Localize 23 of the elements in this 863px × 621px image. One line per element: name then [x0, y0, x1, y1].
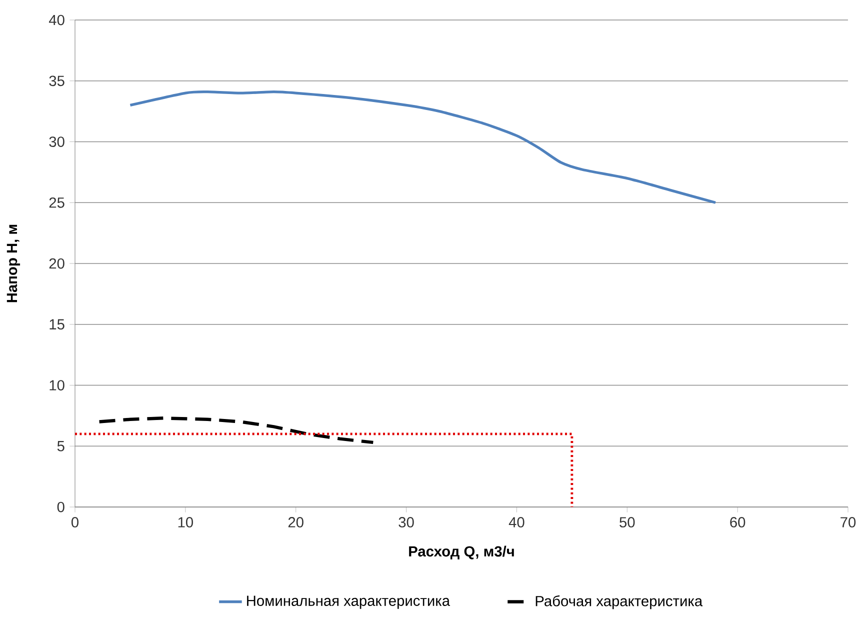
y-tick-label: 30 [49, 136, 64, 147]
x-tick-label: 50 [620, 517, 635, 528]
x-tick-label: 60 [730, 517, 746, 528]
y-tick-label: 25 [49, 197, 64, 208]
y-tick-label: 15 [50, 319, 64, 330]
legend-label: Номинальная характеристика [247, 596, 450, 609]
line-series [98, 416, 375, 444]
y-tick-label: 35 [49, 76, 64, 86]
y-tick-label: 10 [50, 380, 64, 390]
y-tick-label: 0 [57, 502, 64, 512]
x-tick-label: 40 [508, 517, 524, 528]
y-tick-label: 40 [48, 14, 64, 26]
x-tick-label: 10 [178, 517, 193, 528]
x-tick-label: 20 [288, 517, 304, 528]
x-tick-label: 0 [71, 517, 78, 528]
y-axis-title: Напор Н, м [6, 224, 20, 302]
line-series [128, 90, 717, 204]
x-axis-title: Расход Q, м3/ч [409, 546, 514, 560]
legend-label: Рабочая характеристика [536, 595, 703, 610]
y-tick-label: 5 [57, 441, 64, 452]
y-tick-label: 20 [49, 258, 64, 269]
x-tick-label: 70 [840, 517, 856, 528]
x-tick-label: 30 [398, 517, 414, 528]
